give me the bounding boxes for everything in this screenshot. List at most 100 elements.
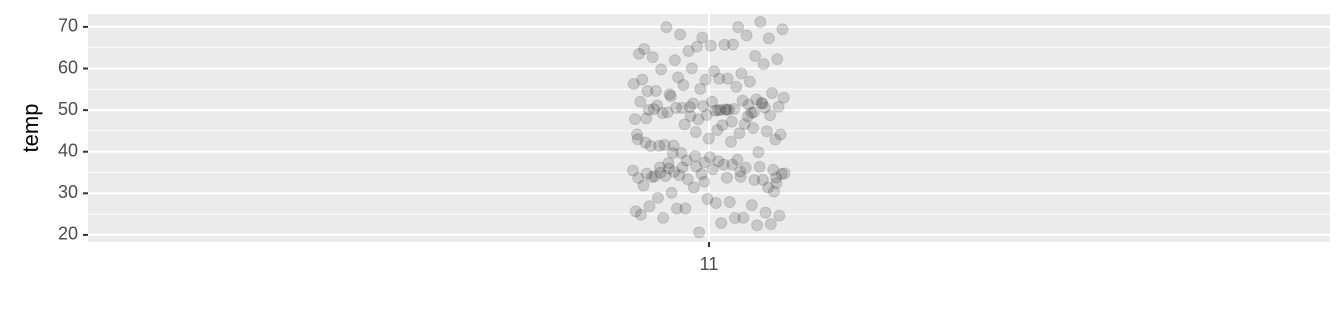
point <box>672 71 685 84</box>
point <box>704 39 717 52</box>
point <box>673 169 686 182</box>
point <box>760 125 773 138</box>
point <box>636 73 649 86</box>
point <box>697 100 710 113</box>
points <box>627 15 791 239</box>
point <box>700 109 713 122</box>
point <box>690 160 703 173</box>
point <box>703 151 716 164</box>
point <box>677 79 690 92</box>
point <box>695 168 708 181</box>
point <box>647 103 660 116</box>
point <box>627 77 640 90</box>
point <box>696 31 709 44</box>
point <box>643 200 656 213</box>
point <box>741 110 754 123</box>
point <box>712 155 725 168</box>
point <box>725 115 738 128</box>
point <box>726 158 739 171</box>
point <box>733 127 746 140</box>
point <box>764 218 777 231</box>
point <box>637 179 650 192</box>
point <box>772 100 785 113</box>
point <box>678 118 691 131</box>
point <box>750 93 763 106</box>
point <box>685 62 698 75</box>
point <box>692 113 705 126</box>
point <box>680 154 693 167</box>
y-tick-label: 40 <box>58 140 78 160</box>
point <box>651 99 664 112</box>
point <box>701 192 714 205</box>
point <box>752 146 765 159</box>
point <box>676 161 689 174</box>
point <box>702 132 715 145</box>
point <box>770 171 783 184</box>
point <box>768 185 781 198</box>
point <box>632 171 645 184</box>
point <box>778 167 791 180</box>
point <box>687 181 700 194</box>
point <box>679 202 692 215</box>
point <box>728 211 741 224</box>
point <box>684 110 697 123</box>
point <box>699 73 712 86</box>
point <box>651 191 664 204</box>
point <box>662 157 675 170</box>
point <box>732 21 745 34</box>
point <box>663 88 676 101</box>
point <box>705 95 718 108</box>
point <box>769 133 782 146</box>
point <box>639 136 652 149</box>
point <box>693 226 706 239</box>
point <box>627 164 639 177</box>
point <box>762 181 775 194</box>
point <box>660 21 673 34</box>
point <box>756 173 769 186</box>
y-tick-label: 20 <box>58 224 78 244</box>
point <box>773 209 786 222</box>
point <box>743 75 756 88</box>
point <box>631 133 644 146</box>
point <box>694 82 707 95</box>
point <box>726 38 739 51</box>
point <box>775 167 788 180</box>
point <box>656 107 669 120</box>
point <box>674 28 687 41</box>
point <box>707 65 720 78</box>
point <box>717 158 730 171</box>
point <box>739 161 752 174</box>
point <box>662 162 675 175</box>
point <box>771 53 784 66</box>
point <box>724 135 737 148</box>
point <box>664 90 677 103</box>
point <box>718 38 731 51</box>
point <box>754 15 767 28</box>
point <box>747 106 760 119</box>
point <box>641 85 654 98</box>
point <box>759 206 772 219</box>
point <box>753 160 766 173</box>
point <box>687 97 700 110</box>
point <box>720 171 733 184</box>
point <box>715 217 728 230</box>
x-tick-label: 11 <box>700 254 719 274</box>
y-axis-label: temp <box>18 104 43 153</box>
point <box>646 51 659 64</box>
point <box>676 101 689 114</box>
point <box>764 109 777 122</box>
point <box>735 67 748 80</box>
point <box>634 95 647 108</box>
point <box>770 177 783 190</box>
point <box>632 47 645 60</box>
point <box>630 128 643 141</box>
point <box>709 196 722 209</box>
point <box>667 139 680 152</box>
point <box>719 103 732 116</box>
point <box>653 139 666 152</box>
point <box>723 196 736 209</box>
point <box>654 166 667 179</box>
point <box>670 101 683 114</box>
y-tick-label: 50 <box>58 99 78 119</box>
